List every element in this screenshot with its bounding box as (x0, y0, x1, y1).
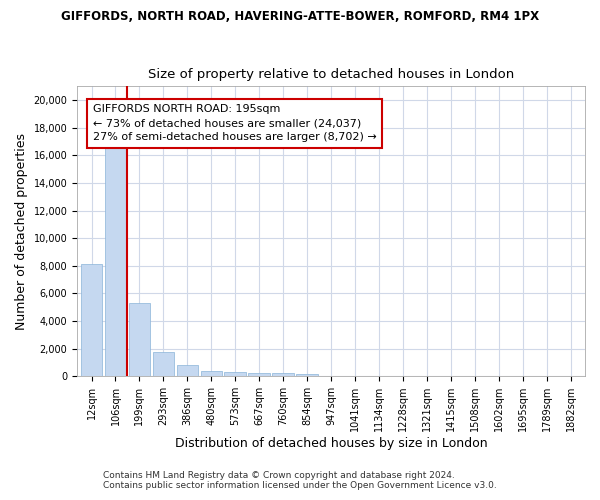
Bar (248, 373, 270, 376)
Title: Size of property relative to detached houses in London: Size of property relative to detached ho… (148, 68, 514, 81)
X-axis label: Distribution of detached houses by size in London: Distribution of detached houses by size … (175, 437, 487, 450)
Text: GIFFORDS NORTH ROAD: 195sqm
← 73% of detached houses are smaller (24,037)
27% of: GIFFORDS NORTH ROAD: 195sqm ← 73% of det… (93, 104, 376, 142)
Bar (81, 264, 103, 376)
Bar (152, 352, 174, 376)
Bar (105, 148, 126, 376)
Bar (128, 303, 150, 376)
Bar (224, 372, 246, 376)
Text: Contains HM Land Registry data © Crown copyright and database right 2024.
Contai: Contains HM Land Registry data © Crown c… (103, 470, 497, 490)
Bar (200, 372, 222, 376)
Bar (272, 374, 294, 376)
Text: GIFFORDS, NORTH ROAD, HAVERING-ATTE-BOWER, ROMFORD, RM4 1PX: GIFFORDS, NORTH ROAD, HAVERING-ATTE-BOWE… (61, 10, 539, 23)
Y-axis label: Number of detached properties: Number of detached properties (15, 133, 28, 330)
Bar (296, 374, 318, 376)
Bar (176, 365, 198, 376)
